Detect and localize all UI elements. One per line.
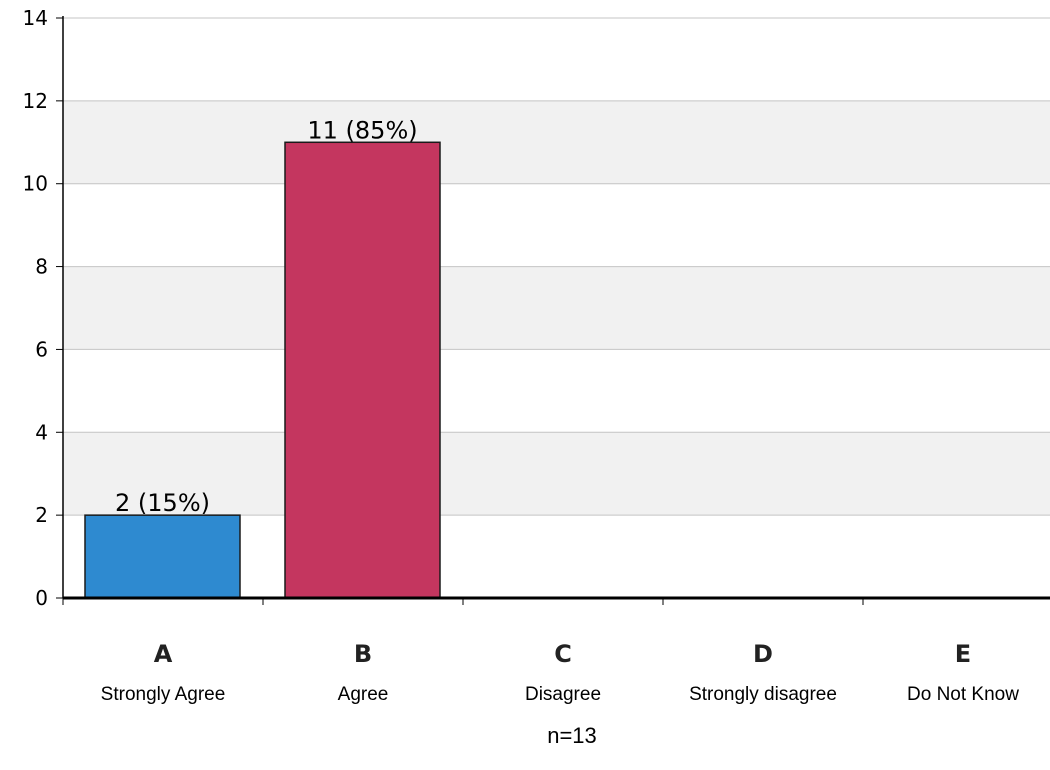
y-tick-label: 14: [23, 6, 48, 30]
y-tick-label: 8: [35, 255, 48, 279]
y-tick-label: 6: [35, 337, 48, 361]
y-tick-label: 10: [23, 172, 48, 196]
category-name-c: Disagree: [525, 684, 601, 705]
category-letter-b: B: [354, 640, 372, 668]
y-tick-label: 2: [35, 503, 48, 527]
category-letter-a: A: [154, 640, 173, 668]
category-name-b: Agree: [338, 684, 389, 705]
category-name-e: Do Not Know: [907, 684, 1019, 705]
data-labels: 2 (15%) 11 (85%): [115, 116, 418, 517]
category-name-d: Strongly disagree: [689, 684, 837, 705]
axes: [62, 16, 1050, 605]
grid-band: [63, 432, 1050, 516]
grid-bands: [63, 100, 1050, 516]
y-tick-label: 12: [23, 89, 48, 113]
y-axis-ticks: 0 2 4 6 8 10 12 14: [23, 6, 63, 610]
category-name-a: Strongly Agree: [101, 684, 226, 705]
y-tick-label: 0: [35, 586, 48, 610]
category-letter-e: E: [955, 640, 971, 668]
grid-band: [63, 100, 1050, 184]
sample-size-note: n=13: [547, 723, 597, 748]
category-letter-d: D: [753, 640, 773, 668]
data-label-a: 2 (15%): [115, 489, 210, 517]
x-axis-labels: A Strongly Agree B Agree C Disagree D Strongly …: [101, 640, 1020, 705]
category-letter-c: C: [554, 640, 572, 668]
bar-a: [84, 514, 241, 599]
bar-b: [284, 141, 441, 599]
data-label-b: 11 (85%): [307, 116, 417, 144]
gridlines: [63, 17, 1050, 516]
grid-band: [63, 266, 1050, 350]
bars: [84, 141, 441, 599]
y-tick-label: 4: [35, 420, 48, 444]
